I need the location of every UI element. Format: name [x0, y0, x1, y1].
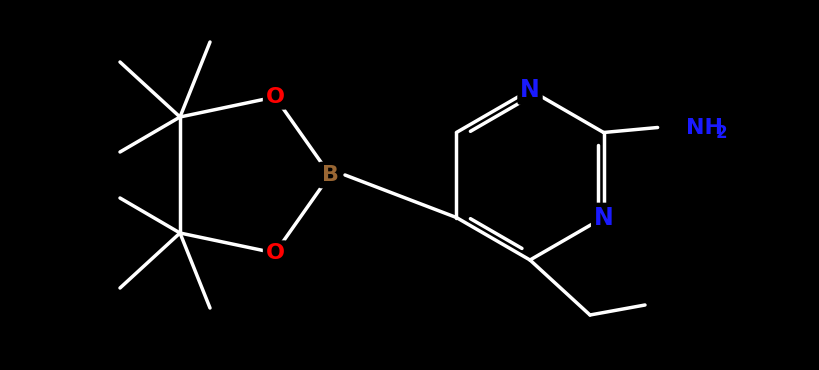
Text: N: N [594, 205, 613, 229]
Text: O: O [265, 243, 284, 263]
Text: N: N [520, 78, 540, 102]
Text: O: O [265, 87, 284, 107]
Text: NH: NH [686, 118, 722, 138]
Text: B: B [322, 165, 338, 185]
Text: 2: 2 [716, 124, 727, 141]
